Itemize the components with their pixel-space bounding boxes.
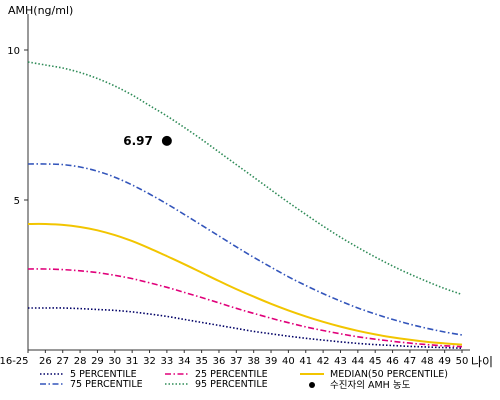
legend: 5 PERCENTILE 25 PERCENTILE MEDIAN(50 PERCE…	[40, 369, 448, 391]
legend-label-1: 5 PERCENTILE	[70, 369, 137, 380]
x-tick-label: 43	[334, 356, 347, 367]
x-tick-label: 29	[91, 356, 104, 367]
patient-amh-value-label: 6.97	[123, 134, 153, 148]
point-layer: 6.97	[123, 134, 172, 148]
x-tick-label: 42	[317, 356, 330, 367]
y-axis-label: AMH(ng/ml)	[8, 4, 73, 17]
x-tick-label: 26	[39, 356, 52, 367]
x-tick-label: 39	[265, 356, 278, 367]
x-tick-label: 16-25	[0, 356, 29, 367]
x-tick-label: 47	[404, 356, 417, 367]
x-tick-label: 30	[108, 356, 121, 367]
legend-label-4: 75 PERCENTILE	[70, 379, 143, 390]
x-tick-label: 28	[74, 356, 87, 367]
x-tick-label: 50	[456, 356, 469, 367]
x-tick-label: 41	[299, 356, 312, 367]
y-tick-label: 5	[14, 196, 20, 207]
x-tick-label: 32	[143, 356, 156, 367]
patient-amh-point	[161, 135, 172, 146]
x-tick-label: 48	[421, 356, 434, 367]
x-tick-label: 34	[178, 356, 191, 367]
series-line-2	[27, 268, 463, 348]
x-tick-label: 33	[161, 356, 174, 367]
x-tick-label: 36	[213, 356, 226, 367]
series-line-3	[27, 222, 463, 346]
x-tick-label: 45	[369, 356, 382, 367]
x-axis-label: 나이	[471, 355, 493, 369]
series-line-5	[27, 61, 463, 296]
x-tick-label: 38	[247, 356, 260, 367]
legend-label-3: MEDIAN(50 PERCENTILE)	[330, 369, 448, 380]
legend-label-5: 95 PERCENTILE	[195, 379, 268, 390]
legend-point-marker	[309, 382, 315, 388]
x-tick-label: 49	[438, 356, 451, 367]
x-tick-label: 27	[56, 356, 69, 367]
x-tick-label: 44	[351, 356, 364, 367]
x-tick-label: 35	[195, 356, 208, 367]
series-line-4	[27, 163, 463, 336]
x-tick-label: 40	[282, 356, 295, 367]
y-tick-label: 10	[7, 46, 20, 57]
legend-label-2: 25 PERCENTILE	[195, 369, 268, 380]
series-line-1	[27, 307, 463, 349]
x-tick-label: 37	[230, 356, 243, 367]
series-layer	[27, 61, 463, 349]
x-tick-label: 31	[126, 356, 139, 367]
x-tick-label: 46	[386, 356, 399, 367]
legend-point-label: 수진자의 AMH 농도	[330, 380, 411, 391]
axes: 5 10 16-25 26 27 28 29 30 31 32 33 34 35 36 37 38 39 40 41…	[0, 14, 470, 367]
